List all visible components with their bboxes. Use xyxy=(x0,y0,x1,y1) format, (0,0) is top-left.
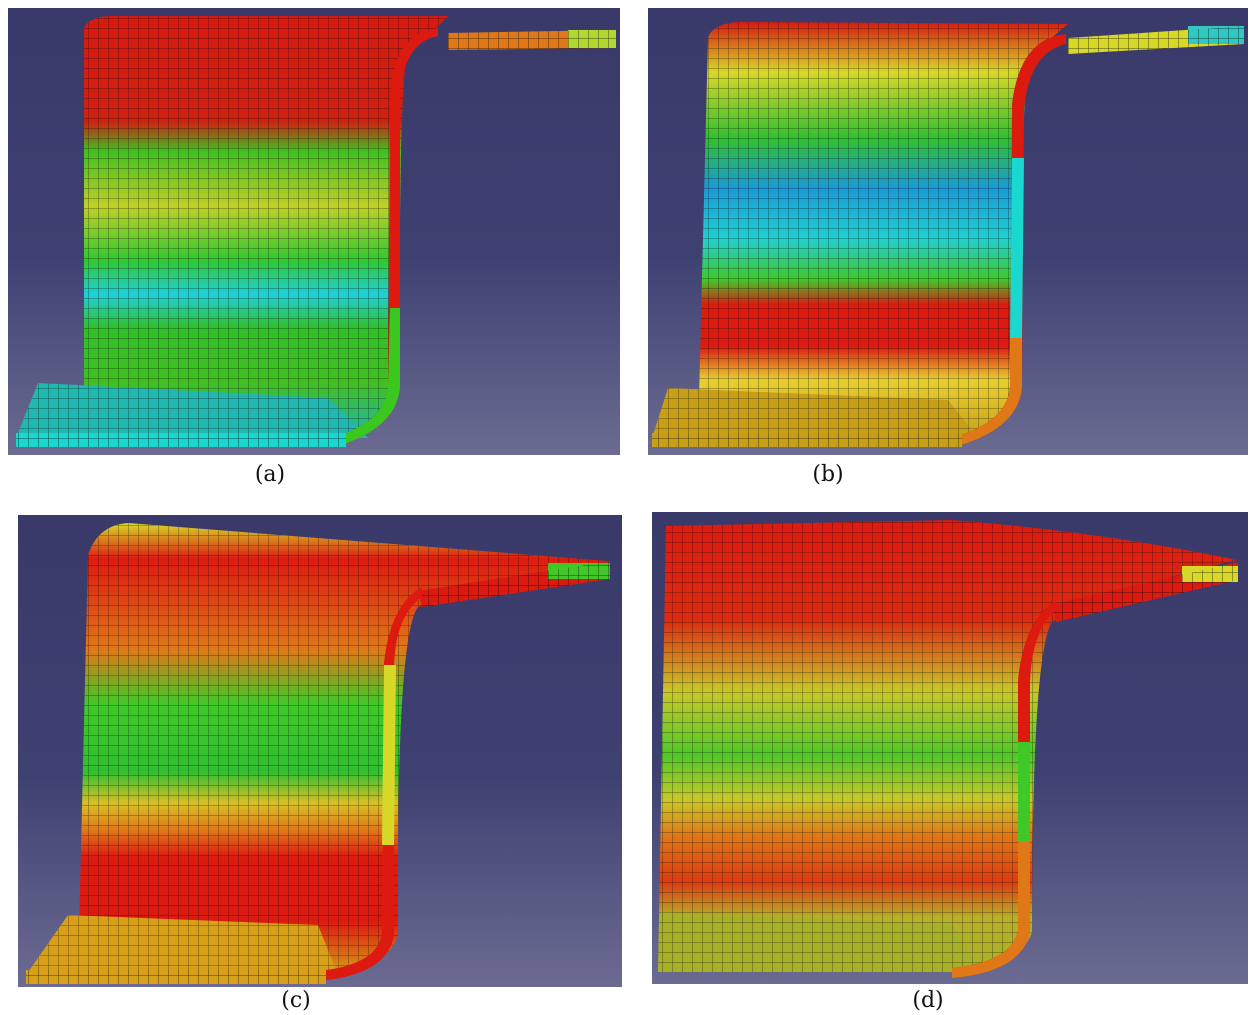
caption-c: (c) xyxy=(281,988,311,1013)
panel-b xyxy=(648,8,1248,455)
caption-d: (d) xyxy=(912,988,944,1013)
panel-d xyxy=(652,512,1248,984)
mesh-render-a xyxy=(16,16,616,447)
mesh-render-b xyxy=(652,22,1244,447)
caption-b: (b) xyxy=(812,462,844,487)
mesh-render-d xyxy=(658,520,1238,978)
panel-a xyxy=(8,8,620,455)
panel-c xyxy=(18,515,622,987)
caption-a: (a) xyxy=(254,462,286,487)
mesh-render-c xyxy=(26,523,610,984)
